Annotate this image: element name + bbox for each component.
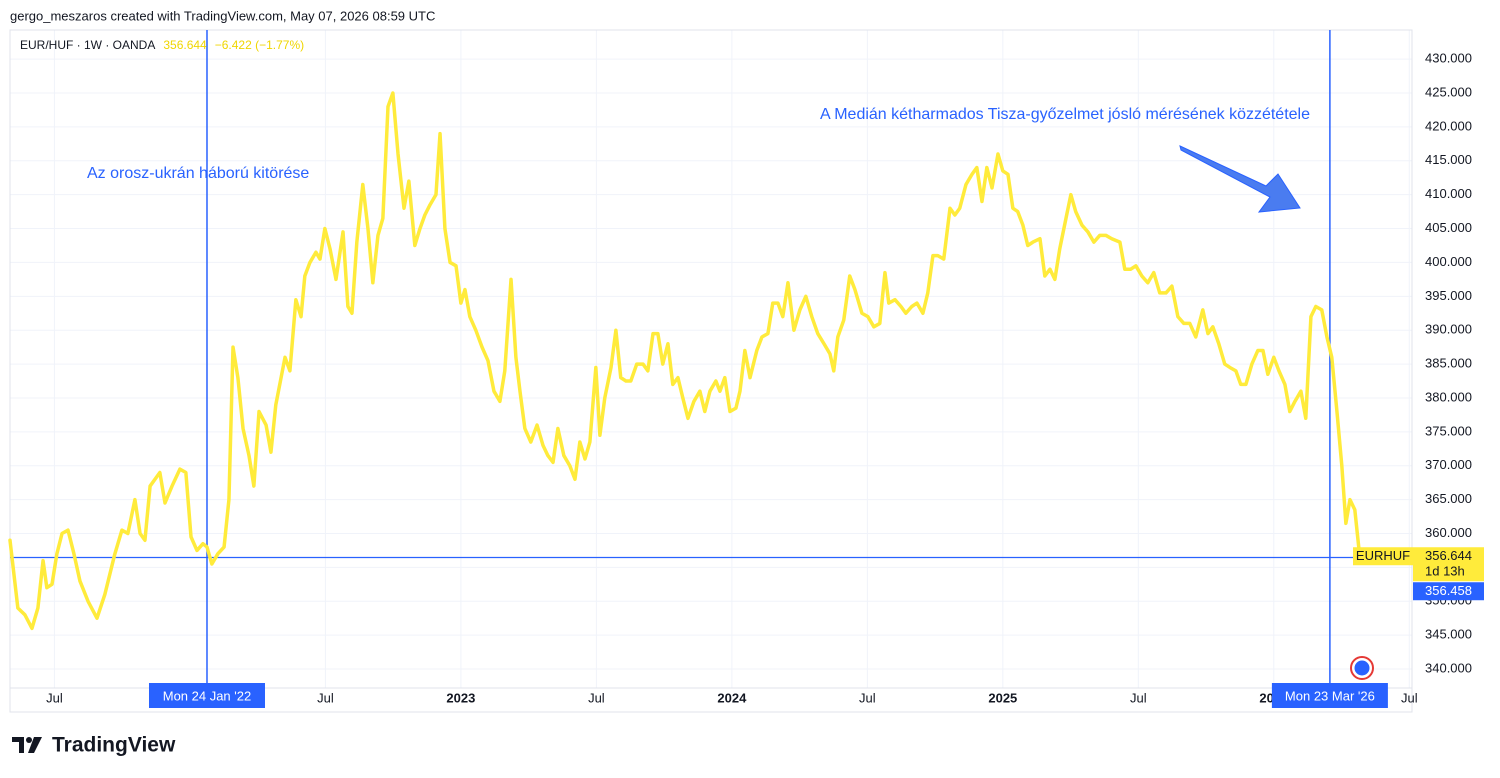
y-tick-label: 395.000 — [1425, 288, 1472, 303]
date-label: Mon 24 Jan '22 — [163, 688, 252, 703]
y-tick-label: 370.000 — [1425, 457, 1472, 472]
y-tick-label: 430.000 — [1425, 51, 1472, 66]
y-tick-label: 400.000 — [1425, 254, 1472, 269]
crosshair-price-box — [1413, 582, 1484, 601]
price-line — [8, 91, 1362, 631]
x-tick-label: 2023 — [446, 690, 475, 705]
y-tick-label: 420.000 — [1425, 118, 1472, 133]
alert-icon — [1350, 656, 1374, 680]
y-tick-label: 375.000 — [1425, 423, 1472, 438]
x-tick-label: Jul — [1130, 690, 1147, 705]
logo: TradingView — [12, 734, 176, 757]
annotation: A Medián kétharmados Tisza-győzelmet jós… — [820, 106, 1310, 123]
date-label-box — [148, 683, 265, 708]
last-price: 356.644 — [1425, 548, 1472, 563]
symbol-tag — [1353, 547, 1413, 566]
arrow — [1179, 145, 1301, 213]
y-tick-label: 345.000 — [1425, 627, 1472, 642]
y-tick-label: 340.000 — [1425, 660, 1472, 675]
date-label-box — [1271, 683, 1388, 708]
x-tick-label: Jul — [588, 690, 605, 705]
y-tick-label: 365.000 — [1425, 491, 1472, 506]
header: gergo_meszaros created with TradingView.… — [10, 8, 435, 23]
legend-symbol: EUR/HUF · 1W · OANDA — [20, 38, 155, 52]
legend-change: −6.422 (−1.77%) — [215, 38, 304, 52]
countdown: 1d 13h — [1425, 564, 1465, 579]
y-tick-label: 390.000 — [1425, 322, 1472, 337]
logo-icon — [12, 737, 24, 753]
y-tick-label: 405.000 — [1425, 220, 1472, 235]
x-tick-label: Jul — [1401, 690, 1418, 705]
y-tick-label: 415.000 — [1425, 152, 1472, 167]
logo-icon — [28, 737, 42, 753]
crosshair-price: 356.458 — [1425, 583, 1472, 598]
last-price-box — [1413, 547, 1484, 582]
y-tick-label: 380.000 — [1425, 389, 1472, 404]
alert-dot — [1354, 660, 1370, 676]
x-tick-label: 2025 — [988, 690, 1017, 705]
annotation: Az orosz-ukrán háború kitörése — [87, 165, 309, 182]
y-tick-label: 425.000 — [1425, 84, 1472, 99]
legend: EUR/HUF · 1W · OANDA 356.644 −6.422 (−1.77… — [20, 38, 304, 52]
y-tick-label: 410.000 — [1425, 186, 1472, 201]
x-tick-label: Jul — [46, 690, 63, 705]
logo-icon — [26, 737, 32, 743]
plot — [8, 30, 1412, 688]
x-tick-label: 2024 — [717, 690, 747, 705]
date-label: Mon 23 Mar '26 — [1285, 688, 1375, 703]
y-tick-label: 360.000 — [1425, 525, 1472, 540]
brand: TradingView — [52, 734, 176, 757]
symbol-tag-text: EURHUF — [1356, 548, 1410, 563]
x-tick-label: Jul — [859, 690, 876, 705]
x-tick-label: Jul — [317, 690, 334, 705]
legend-price: 356.644 — [163, 38, 207, 52]
y-tick-label: 385.000 — [1425, 356, 1472, 371]
